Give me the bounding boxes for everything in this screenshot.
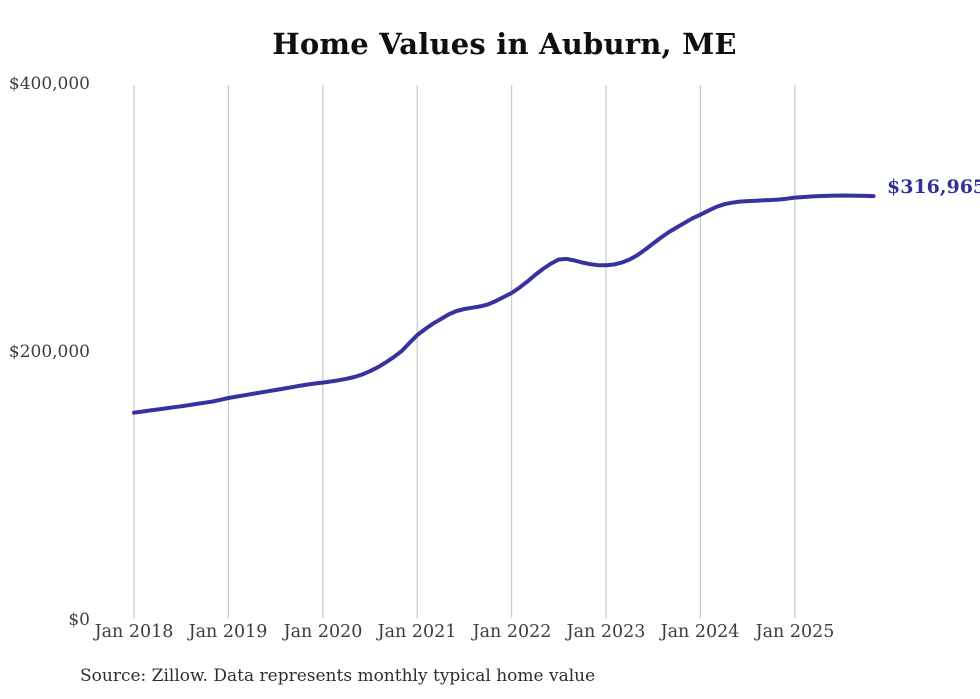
y-axis-tick-label: $0 [68, 610, 90, 630]
source-attribution: Source: Zillow. Data represents monthly … [80, 666, 596, 686]
x-axis-tick-label: Jan 2019 [188, 622, 268, 642]
x-axis-tick-label: Jan 2020 [283, 622, 363, 642]
x-axis-tick-label: Jan 2023 [566, 622, 646, 642]
x-axis-tick-label: Jan 2025 [755, 622, 835, 642]
home-value-line-series [132, 193, 876, 415]
y-axis-tick-label: $200,000 [8, 342, 90, 362]
x-axis-tick-label: Jan 2018 [94, 622, 174, 642]
y-axis-tick-label: $400,000 [8, 74, 90, 94]
x-axis-tick-label: Jan 2021 [377, 622, 457, 642]
x-axis-tick-label: Jan 2022 [472, 622, 552, 642]
latest-value-label: $316,965 [887, 176, 980, 198]
x-axis-tick-label: Jan 2024 [660, 622, 740, 642]
chart-title: Home Values in Auburn, ME [272, 27, 737, 61]
